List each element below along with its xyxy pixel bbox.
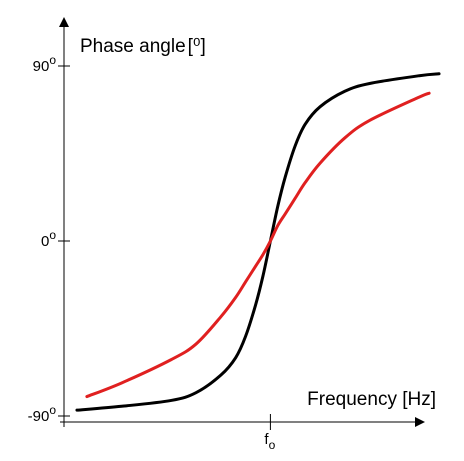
series-line-red (85, 91, 431, 399)
y-tick-label: 90o (33, 53, 57, 75)
x-axis-title: Frequency [Hz] (307, 389, 436, 410)
y-tick-label: 0o (41, 228, 56, 250)
y-ticks: 90o 0o -90o (28, 53, 70, 425)
y-axis-title: Phase angle [⁰] (80, 36, 206, 57)
x-tick-label: fo (264, 431, 275, 452)
series-line-black (75, 72, 441, 412)
y-tick-label: -90o (28, 403, 57, 425)
series-group (75, 72, 441, 412)
x-ticks: fo (264, 414, 276, 452)
